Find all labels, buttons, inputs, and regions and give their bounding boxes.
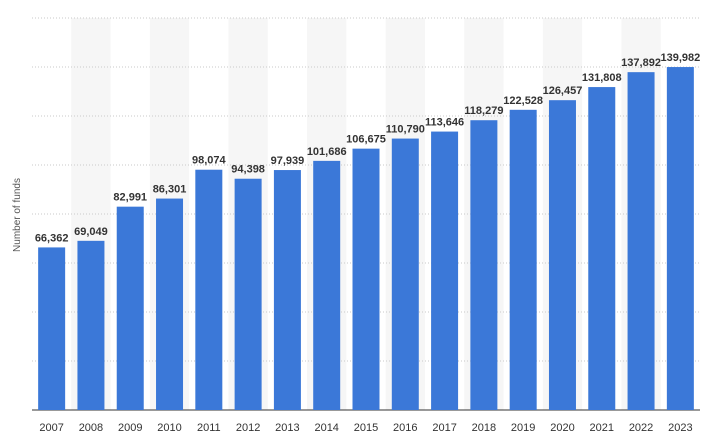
data-label-2008: 69,049 — [74, 226, 108, 238]
bar-2018[interactable] — [470, 120, 498, 410]
data-label-2014: 101,686 — [307, 146, 347, 158]
x-tick-2011: 2011 — [197, 422, 221, 434]
bar-2008[interactable] — [77, 240, 105, 410]
x-tick-2010: 2010 — [157, 422, 181, 434]
x-tick-2008: 2008 — [79, 422, 103, 434]
x-tick-2016: 2016 — [393, 422, 417, 434]
bar-2016[interactable] — [391, 138, 419, 410]
bar-2023[interactable] — [666, 67, 694, 410]
bar-2007[interactable] — [38, 247, 66, 410]
bar-2009[interactable] — [116, 206, 144, 410]
bar-2017[interactable] — [431, 131, 459, 410]
data-label-2017: 113,646 — [425, 117, 464, 129]
x-tick-2019: 2019 — [511, 422, 535, 434]
bar-2022[interactable] — [627, 72, 655, 410]
x-axis-ticks: 2007 2008 2009 2010 2011 2012 2013 2014 2015 2016… — [39, 422, 692, 434]
data-label-2007: 66,362 — [35, 232, 69, 244]
data-label-2009: 82,991 — [113, 192, 147, 204]
bar-2011[interactable] — [195, 169, 223, 410]
data-label-2010: 86,301 — [153, 184, 187, 196]
data-label-2023: 139,982 — [660, 52, 700, 64]
bar-2012[interactable] — [234, 178, 262, 410]
bar-2020[interactable] — [548, 100, 576, 410]
bar-2013[interactable] — [273, 170, 301, 410]
bar-2015[interactable] — [352, 148, 380, 411]
data-label-2019: 122,528 — [503, 95, 543, 107]
data-label-2013: 97,939 — [271, 155, 305, 167]
bars — [38, 67, 694, 411]
data-label-2021: 131,808 — [582, 72, 622, 84]
x-tick-2023: 2023 — [668, 422, 692, 434]
bar-2019[interactable] — [509, 109, 537, 410]
x-tick-2014: 2014 — [314, 422, 338, 434]
bar-2021[interactable] — [588, 87, 616, 410]
x-tick-2018: 2018 — [472, 422, 496, 434]
data-label-2011: 98,074 — [192, 155, 227, 167]
x-tick-2007: 2007 — [39, 422, 63, 434]
data-label-2012: 94,398 — [231, 164, 265, 176]
bar-2014[interactable] — [313, 160, 341, 410]
bar-2010[interactable] — [156, 198, 184, 410]
x-tick-2009: 2009 — [118, 422, 142, 434]
y-axis-label: Number of funds — [12, 178, 23, 252]
data-label-2016: 110,790 — [386, 124, 425, 136]
data-labels: 66,362 69,049 82,991 86,301 98,074 94,398 97,9… — [35, 52, 700, 244]
data-label-2015: 106,675 — [346, 134, 386, 146]
x-tick-2015: 2015 — [354, 422, 378, 434]
data-label-2020: 126,457 — [543, 85, 583, 97]
x-tick-2022: 2022 — [629, 422, 653, 434]
x-tick-2013: 2013 — [275, 422, 299, 434]
x-tick-2017: 2017 — [432, 422, 456, 434]
x-tick-2012: 2012 — [236, 422, 260, 434]
x-tick-2021: 2021 — [590, 422, 614, 434]
data-label-2022: 137,892 — [621, 57, 661, 69]
x-tick-2020: 2020 — [550, 422, 574, 434]
data-label-2018: 118,279 — [464, 105, 503, 117]
